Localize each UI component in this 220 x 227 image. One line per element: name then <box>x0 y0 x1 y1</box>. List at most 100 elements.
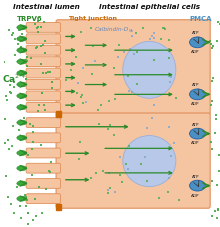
Ellipse shape <box>17 94 27 99</box>
Ellipse shape <box>190 90 205 100</box>
Point <box>210 140 213 144</box>
Point <box>216 208 220 211</box>
Text: Tight junction: Tight junction <box>68 16 117 21</box>
Point <box>23 117 26 121</box>
Point <box>99 104 103 108</box>
FancyBboxPatch shape <box>26 69 61 79</box>
Point <box>210 80 214 83</box>
Ellipse shape <box>190 180 205 191</box>
FancyBboxPatch shape <box>26 80 61 90</box>
Point <box>11 125 15 128</box>
Ellipse shape <box>17 181 27 186</box>
Point <box>126 167 129 171</box>
Point <box>24 78 28 82</box>
Point <box>36 20 39 24</box>
Point <box>106 127 110 131</box>
Point <box>6 195 10 199</box>
Text: 9k: 9k <box>129 29 134 33</box>
Point <box>24 193 27 197</box>
Point <box>40 144 43 147</box>
Text: Calbindin-D: Calbindin-D <box>95 27 129 32</box>
Point <box>174 97 178 101</box>
Point <box>148 38 152 42</box>
Text: TRPV6: TRPV6 <box>17 16 42 22</box>
Point <box>15 186 19 189</box>
Point <box>118 173 121 177</box>
FancyBboxPatch shape <box>26 118 61 128</box>
Point <box>218 23 220 27</box>
Point <box>28 123 31 127</box>
Point <box>12 81 15 84</box>
Point <box>210 214 214 218</box>
Point <box>98 123 101 127</box>
Point <box>24 59 28 63</box>
Point <box>215 183 219 187</box>
Point <box>112 67 115 71</box>
Point <box>26 211 30 215</box>
Point <box>78 141 82 145</box>
Point <box>170 76 173 79</box>
Point <box>209 39 212 43</box>
Point <box>80 93 84 97</box>
Point <box>210 99 213 103</box>
Point <box>6 99 9 102</box>
Point <box>41 211 44 215</box>
Point <box>20 46 23 49</box>
Point <box>168 81 172 84</box>
Point <box>9 90 12 94</box>
Point <box>157 196 160 200</box>
Point <box>29 57 33 60</box>
Point <box>26 198 29 202</box>
Point <box>167 126 171 130</box>
FancyBboxPatch shape <box>26 164 61 173</box>
Point <box>218 170 220 173</box>
Point <box>151 35 154 38</box>
Point <box>90 73 94 77</box>
Point <box>127 144 130 148</box>
FancyBboxPatch shape <box>26 91 61 101</box>
Point <box>90 27 93 31</box>
Point <box>12 32 15 36</box>
Point <box>19 216 23 220</box>
Point <box>112 133 116 137</box>
Point <box>152 32 156 36</box>
Point <box>113 190 117 194</box>
Point <box>159 38 163 42</box>
Point <box>17 128 21 132</box>
Point <box>25 65 29 69</box>
Point <box>74 56 78 59</box>
Point <box>35 27 38 31</box>
Bar <box>56 111 61 117</box>
Ellipse shape <box>17 166 27 171</box>
Point <box>79 96 83 100</box>
Point <box>42 104 45 108</box>
Point <box>31 125 35 128</box>
Point <box>145 179 149 183</box>
Point <box>26 211 30 215</box>
Point <box>44 72 48 75</box>
Point <box>30 148 34 151</box>
Point <box>3 60 6 64</box>
Point <box>37 104 40 107</box>
Point <box>116 56 120 59</box>
Point <box>25 204 28 207</box>
Point <box>123 52 126 55</box>
Point <box>215 216 219 220</box>
Point <box>114 98 117 101</box>
Point <box>168 39 171 42</box>
Text: ATP: ATP <box>192 174 199 178</box>
Point <box>81 102 85 106</box>
Point <box>39 26 42 30</box>
Point <box>162 27 166 31</box>
Point <box>9 84 12 87</box>
Point <box>50 86 53 90</box>
Point <box>161 27 165 31</box>
Point <box>94 171 97 175</box>
Ellipse shape <box>17 71 27 76</box>
Point <box>36 110 39 113</box>
Point <box>12 212 16 215</box>
Ellipse shape <box>17 105 27 110</box>
Point <box>20 70 24 74</box>
Point <box>168 57 171 61</box>
Text: Ca$^{2+}$: Ca$^{2+}$ <box>2 72 26 84</box>
